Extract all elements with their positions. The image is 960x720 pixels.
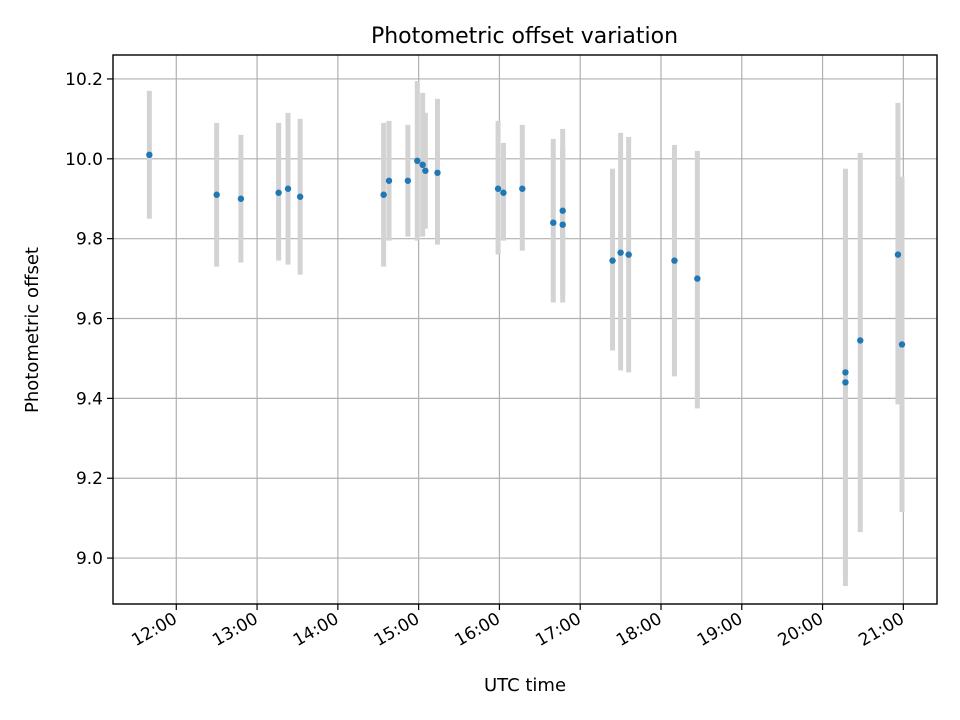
data-point bbox=[842, 369, 849, 376]
data-point bbox=[434, 169, 441, 176]
data-point bbox=[380, 191, 387, 198]
data-point bbox=[296, 193, 304, 200]
data-point bbox=[898, 341, 906, 348]
data-point bbox=[494, 185, 502, 192]
data-point bbox=[559, 207, 566, 214]
y-tick-label: 9.2 bbox=[76, 469, 103, 489]
data-point bbox=[671, 257, 678, 264]
data-point bbox=[422, 167, 429, 174]
x-axis: 12:00 13:00 14:00 15:00 16:00 17:00 18:00 19:00… bbox=[128, 604, 908, 651]
data-point bbox=[625, 251, 632, 258]
x-tick-label: 17:00 bbox=[532, 609, 584, 651]
data-point bbox=[519, 185, 526, 192]
data-point bbox=[419, 161, 426, 168]
x-tick-label: 18:00 bbox=[613, 609, 665, 651]
x-tick-label: 21:00 bbox=[855, 609, 907, 651]
data-point bbox=[857, 337, 864, 344]
data-point bbox=[275, 189, 282, 196]
y-tick-label: 9.4 bbox=[76, 389, 103, 409]
y-tick-label: 9.8 bbox=[76, 230, 103, 250]
x-tick-label: 16:00 bbox=[451, 609, 503, 651]
data-point bbox=[550, 219, 557, 226]
data-point bbox=[609, 257, 616, 264]
errorbar-layer bbox=[146, 80, 905, 587]
y-tick-label: 10.2 bbox=[65, 70, 103, 90]
data-point bbox=[237, 195, 245, 202]
x-tick-label: 14:00 bbox=[290, 609, 342, 651]
data-point bbox=[404, 177, 412, 184]
chart-title: Photometric offset variation bbox=[371, 24, 678, 49]
y-axis: 9.0 9.2 9.4 9.6 9.8 10.0 10.2 bbox=[65, 70, 113, 569]
data-point bbox=[894, 251, 902, 258]
data-point bbox=[617, 249, 624, 256]
x-tick-label: 13:00 bbox=[209, 609, 261, 651]
y-tick-label: 9.6 bbox=[76, 310, 103, 330]
x-axis-label: UTC time bbox=[484, 675, 566, 696]
data-point bbox=[146, 151, 153, 159]
data-point bbox=[500, 189, 507, 196]
x-tick-label: 20:00 bbox=[775, 609, 827, 651]
x-tick-label: 15:00 bbox=[371, 609, 423, 651]
data-point bbox=[559, 221, 566, 228]
y-tick-label: 10.0 bbox=[65, 150, 103, 170]
data-point bbox=[284, 185, 292, 192]
data-point bbox=[842, 379, 849, 386]
grid-layer bbox=[113, 55, 937, 604]
y-tick-label: 9.0 bbox=[76, 549, 103, 569]
x-tick-label: 12:00 bbox=[128, 609, 180, 651]
data-point bbox=[213, 191, 220, 198]
data-point bbox=[414, 157, 421, 165]
y-axis-label: Photometric offset bbox=[22, 247, 43, 413]
plot-frame bbox=[112, 54, 938, 605]
data-point bbox=[385, 177, 393, 184]
data-point bbox=[694, 275, 701, 282]
point-layer bbox=[146, 151, 906, 386]
x-tick-label: 19:00 bbox=[694, 609, 746, 651]
